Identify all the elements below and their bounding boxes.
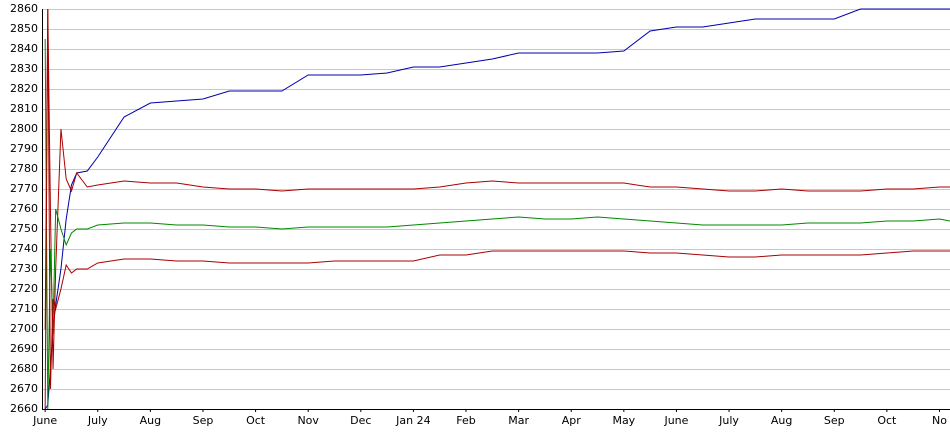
y-tick-label: 2680 bbox=[10, 362, 38, 375]
x-tick-label: No bbox=[932, 414, 947, 427]
y-tick-label: 2860 bbox=[10, 2, 38, 15]
series-line bbox=[44, 8, 950, 410]
y-tick-label: 2690 bbox=[10, 342, 38, 355]
y-tick-label: 2760 bbox=[10, 202, 38, 215]
y-tick-label: 2790 bbox=[10, 142, 38, 155]
y-tick-label: 2710 bbox=[10, 302, 38, 315]
x-tick-label: Aug bbox=[771, 414, 792, 427]
series-line bbox=[44, 8, 950, 410]
x-tick-label: Sep bbox=[193, 414, 214, 427]
x-tick-label: Oct bbox=[877, 414, 897, 427]
x-tick-label: July bbox=[87, 414, 108, 427]
x-tick-label: Nov bbox=[297, 414, 319, 427]
x-tick-label: Dec bbox=[350, 414, 371, 427]
y-tick-label: 2730 bbox=[10, 262, 38, 275]
series-line bbox=[44, 8, 950, 370]
x-tick-label: Jan 24 bbox=[395, 414, 430, 427]
y-tick-label: 2800 bbox=[10, 122, 38, 135]
x-tick-label: Feb bbox=[456, 414, 475, 427]
y-tick-label: 2740 bbox=[10, 242, 38, 255]
y-tick-label: 2660 bbox=[10, 402, 38, 415]
x-tick-label: Sep bbox=[824, 414, 845, 427]
series-line bbox=[44, 38, 950, 410]
x-tick-label: Apr bbox=[562, 414, 582, 427]
x-tick-label: Mar bbox=[508, 414, 529, 427]
x-tick-label: Oct bbox=[246, 414, 266, 427]
x-tick-label: June bbox=[663, 414, 688, 427]
y-tick-label: 2850 bbox=[10, 22, 38, 35]
x-tick-label: June bbox=[32, 414, 57, 427]
y-tick-label: 2810 bbox=[10, 102, 38, 115]
x-tick-label: July bbox=[718, 414, 739, 427]
x-tick-label: May bbox=[612, 414, 635, 427]
y-tick-label: 2780 bbox=[10, 162, 38, 175]
y-tick-label: 2830 bbox=[10, 62, 38, 75]
y-tick-label: 2670 bbox=[10, 382, 38, 395]
y-tick-label: 2820 bbox=[10, 82, 38, 95]
y-tick-label: 2840 bbox=[10, 42, 38, 55]
x-tick-label: Aug bbox=[140, 414, 161, 427]
y-tick-label: 2770 bbox=[10, 182, 38, 195]
y-tick-label: 2700 bbox=[10, 322, 38, 335]
y-tick-label: 2720 bbox=[10, 282, 38, 295]
y-tick-label: 2750 bbox=[10, 222, 38, 235]
